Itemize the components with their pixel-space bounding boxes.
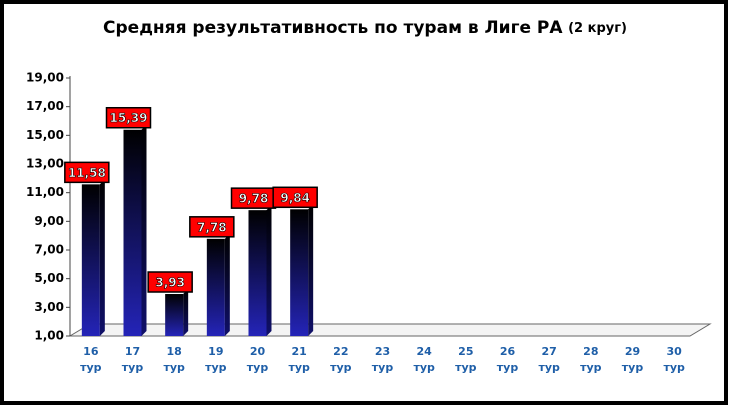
x-tick-label: 18 тур — [163, 345, 185, 374]
x-tick-label: 22 тур — [330, 345, 352, 374]
value-label: 9,84 — [280, 191, 310, 205]
y-tick-label: 15,00 — [26, 128, 64, 142]
value-label: 11,58 — [68, 166, 106, 180]
bar-side — [99, 179, 105, 336]
x-tick-label: 24 тур — [413, 345, 435, 374]
x-tick-label: 26 тур — [496, 345, 519, 374]
bar-side — [141, 124, 147, 336]
value-label-box — [147, 271, 193, 293]
x-tick-label: 27 тур — [538, 345, 560, 374]
x-tick-label: 20 тур — [246, 345, 269, 374]
chart-title: Средняя результативность по турам в Лиге… — [103, 18, 627, 39]
value-label: 3,93 — [155, 276, 185, 290]
x-tick-label: 30 тур — [663, 345, 685, 374]
y-tick-label: 5,00 — [34, 271, 64, 285]
x-tick-label: 21 тур — [288, 345, 310, 374]
y-tick-label: 9,00 — [34, 214, 64, 228]
value-label-box — [272, 186, 318, 209]
value-label-box — [105, 106, 152, 129]
title-suffix: (2 круг) — [568, 21, 627, 36]
y-tick-label: 11,00 — [26, 185, 64, 199]
x-tick-label: 29 тур — [621, 345, 644, 374]
x-tick-label: 16 тур — [80, 345, 102, 374]
x-tick-label: 28 тур — [580, 345, 602, 374]
x-tick-label: 23 тур — [371, 345, 394, 374]
title-main: Средняя результативность по турам в Лиге… — [103, 18, 563, 38]
y-tick-label: 19,00 — [26, 71, 64, 85]
x-tick-label: 25 тур — [455, 345, 477, 374]
bar — [290, 209, 309, 336]
value-label-box — [64, 161, 110, 184]
bar-side — [266, 205, 272, 336]
bar — [206, 238, 225, 336]
bar — [81, 184, 100, 336]
bar-side — [224, 233, 230, 336]
x-tick-label: 17 тур — [121, 345, 144, 374]
bar — [123, 129, 142, 336]
value-label: 15,39 — [110, 111, 148, 125]
y-tick-label: 17,00 — [26, 99, 64, 113]
bar — [165, 294, 184, 336]
y-tick-label: 3,00 — [34, 300, 64, 314]
y-tick-label: 13,00 — [26, 157, 64, 171]
bar-side — [183, 289, 189, 336]
bar — [248, 210, 267, 336]
y-tick-label: 1,00 — [34, 329, 64, 343]
value-label: 7,78 — [197, 220, 227, 234]
bar-side — [308, 204, 314, 336]
value-label-box — [189, 216, 235, 238]
value-label: 9,78 — [239, 192, 269, 206]
x-tick-label: 19 тур — [205, 345, 227, 374]
y-tick-label: 7,00 — [34, 243, 64, 257]
